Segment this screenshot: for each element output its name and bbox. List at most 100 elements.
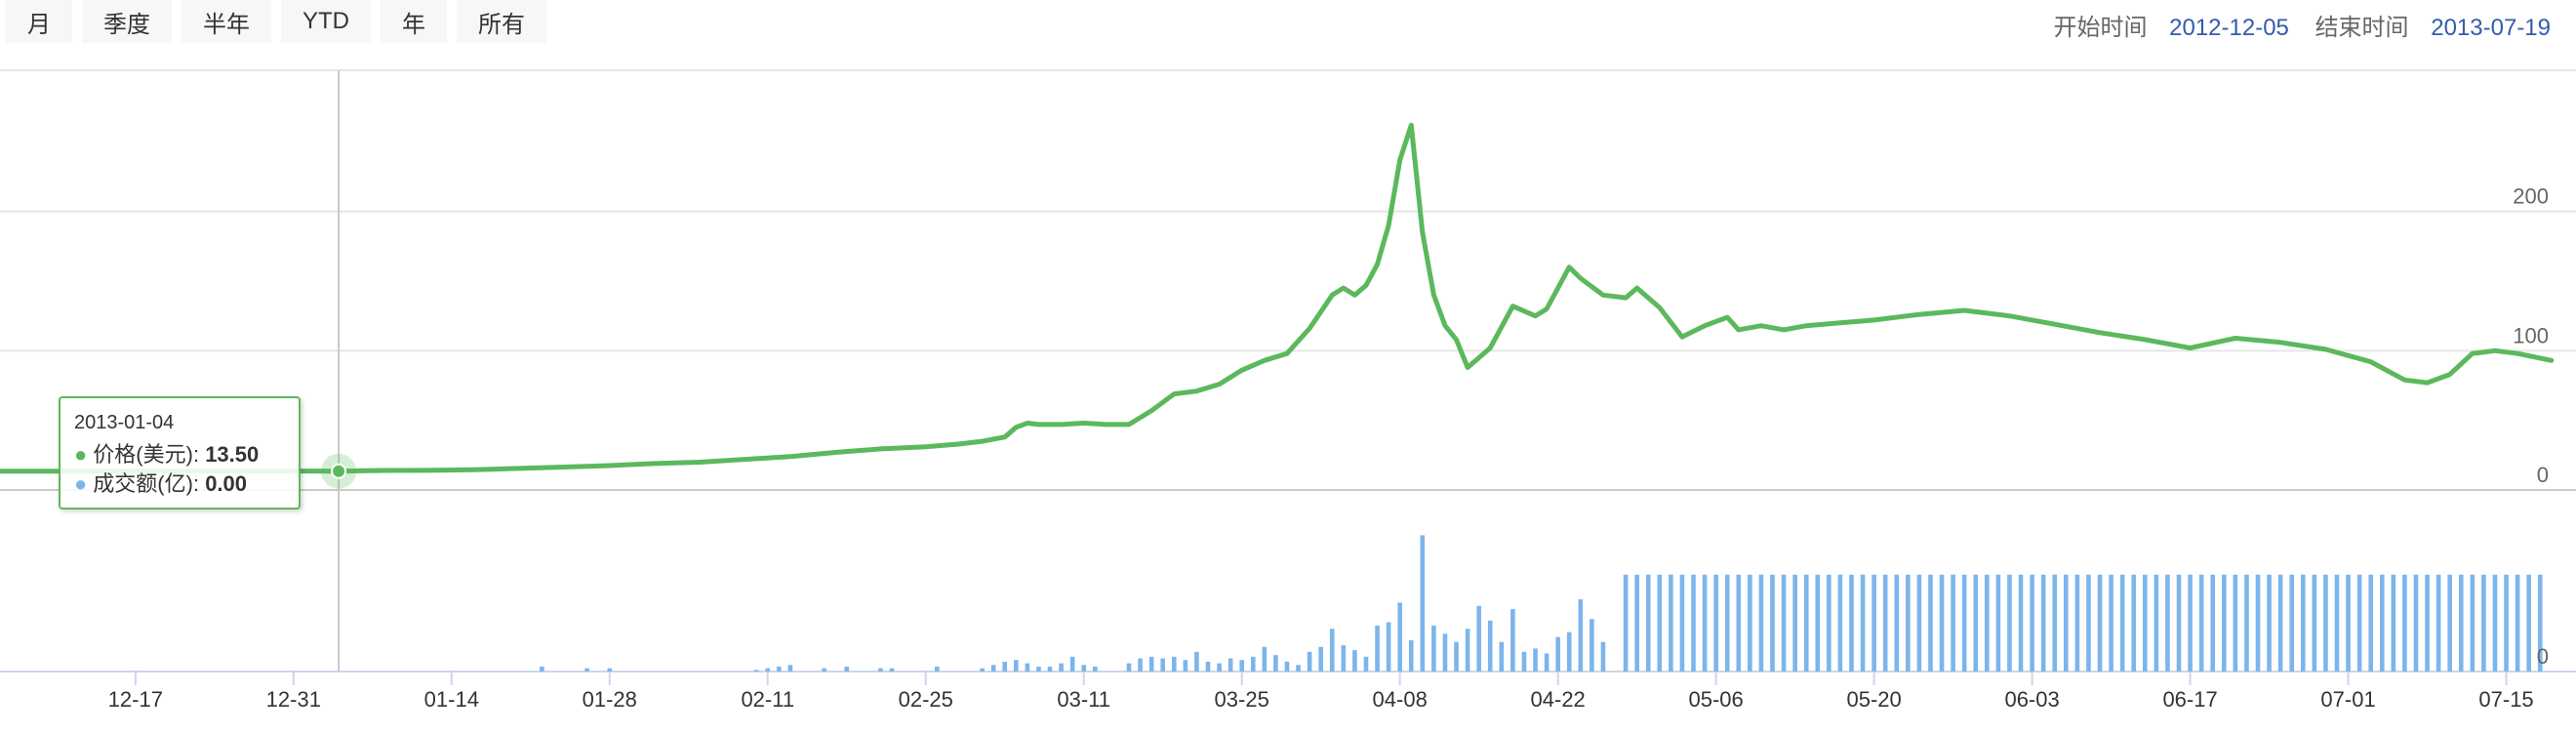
volume-bar: [2447, 574, 2452, 672]
volume-bar: [2143, 574, 2148, 672]
price-series-marker-icon: ●: [74, 442, 88, 467]
volume-bar: [1645, 574, 1651, 672]
date-range-inputs: 开始时间 2012-12-05 结束时间 2013-07-19: [2053, 8, 2551, 42]
x-tick-label: 02-25: [899, 687, 953, 712]
x-axis: 12-17 12-31 01-14 01-28 02-11 02-25 03-11 03-25…: [108, 672, 2534, 712]
x-tick-label: 06-03: [2004, 687, 2059, 712]
volume-bar: [1408, 640, 1414, 672]
volume-bar: [2233, 574, 2238, 672]
volume-bar: [1487, 620, 1493, 672]
end-date-input[interactable]: 2013-07-19: [2431, 15, 2551, 41]
volume-bar: [1837, 574, 1843, 672]
volume-bar: [2018, 574, 2024, 672]
y-axis-labels: 0 100 200 0: [2513, 184, 2549, 669]
volume-bar: [2210, 574, 2216, 672]
volume-bar: [2504, 574, 2509, 672]
volume-bar: [1397, 602, 1402, 672]
x-tick-label: 01-28: [583, 687, 637, 712]
hover-point: [331, 463, 347, 479]
volume-bar: [753, 670, 759, 672]
volume-bar: [2402, 574, 2407, 672]
x-tick-label: 06-17: [2162, 687, 2217, 712]
volume-bar: [2470, 574, 2475, 672]
volume-bar: [1036, 666, 1041, 672]
volume-bar: [2176, 574, 2182, 672]
tooltip-volume-row: ● 成交额(亿): 0.00: [74, 469, 285, 499]
volume-bar: [2040, 574, 2046, 672]
volume-bar: [1679, 574, 1685, 672]
range-button-ytd[interactable]: YTD: [281, 0, 371, 43]
volume-bar: [1183, 660, 1188, 672]
volume-bar: [2537, 574, 2543, 672]
range-button-half-year[interactable]: 半年: [181, 0, 271, 43]
volume-bar: [1442, 633, 1448, 672]
price-series: [0, 122, 2555, 489]
volume-bar: [1476, 605, 1481, 672]
volume-bar: [1126, 663, 1132, 672]
volume-bar: [1951, 574, 1955, 672]
volume-bar: [1860, 574, 1866, 672]
volume-bar: [2277, 574, 2283, 672]
start-date-input[interactable]: 2012-12-05: [2169, 15, 2289, 41]
volume-bar: [1713, 574, 1718, 672]
volume-bar: [935, 666, 940, 672]
volume-bar: [1307, 651, 1312, 672]
range-button-year[interactable]: 年: [381, 0, 447, 43]
volume-bar: [1882, 574, 1888, 672]
tooltip-price-label: 价格(美元):: [93, 442, 200, 467]
volume-bar: [607, 668, 613, 672]
range-selector: 月 季度 半年 YTD 年 所有: [6, 0, 546, 45]
volume-bar: [1217, 663, 1222, 672]
volume-bar: [1059, 663, 1064, 672]
volume-bar: [1160, 658, 1166, 672]
volume-bar: [2097, 574, 2103, 672]
volume-bar: [889, 668, 895, 672]
volume-bar: [777, 666, 782, 672]
volume-bar: [2334, 574, 2340, 672]
volume-bar: [2007, 574, 2012, 672]
tooltip-date: 2013-01-04: [74, 412, 175, 433]
volume-bar: [1961, 574, 1967, 672]
tooltip-volume-value: 0.00: [205, 471, 248, 496]
volume-bar: [2413, 574, 2419, 672]
volume-bar: [1555, 636, 1560, 672]
volume-bar: [2109, 574, 2113, 672]
volume-bar: [2221, 574, 2227, 672]
volume-bar: [1284, 661, 1290, 672]
range-button-all[interactable]: 所有: [457, 0, 546, 43]
range-button-quarter[interactable]: 季度: [82, 0, 172, 43]
price-y-tick-label: 100: [2513, 323, 2549, 347]
volume-bar: [787, 665, 793, 672]
volume-bar: [1827, 574, 1831, 672]
volume-bar: [2153, 574, 2159, 672]
volume-bar: [1239, 660, 1244, 672]
range-button-month[interactable]: 月: [6, 0, 72, 43]
volume-bar: [1669, 574, 1673, 672]
volume-bar: [1748, 574, 1752, 672]
volume-bar: [1092, 666, 1098, 672]
volume-bar: [1069, 656, 1075, 672]
volume-y-tick-label: 0: [2537, 644, 2549, 669]
volume-bar: [2244, 574, 2249, 672]
volume-bar: [2086, 574, 2091, 672]
volume-bar: [1995, 574, 2001, 672]
volume-bar: [2346, 574, 2351, 672]
volume-bar: [2289, 574, 2295, 672]
volume-bar: [2074, 574, 2080, 672]
volume-bar: [1363, 656, 1369, 672]
start-date-label: 开始时间: [2053, 15, 2148, 41]
volume-bar: [878, 668, 883, 672]
x-tick-label: 12-31: [266, 687, 321, 712]
x-tick-label: 01-14: [424, 687, 479, 712]
volume-bar: [1781, 574, 1787, 672]
volume-bar: [1724, 574, 1730, 672]
volume-bar: [1973, 574, 1979, 672]
chart-tooltip: 2013-01-04 ● 价格(美元): 13.50 ● 成交额(亿): 0.00: [59, 396, 301, 510]
volume-bar: [2131, 574, 2137, 672]
volume-bar: [1985, 574, 1990, 672]
volume-bar: [1566, 632, 1572, 672]
volume-bar: [584, 668, 589, 672]
x-tick-label: 07-15: [2478, 687, 2533, 712]
volume-bar: [2515, 574, 2520, 672]
